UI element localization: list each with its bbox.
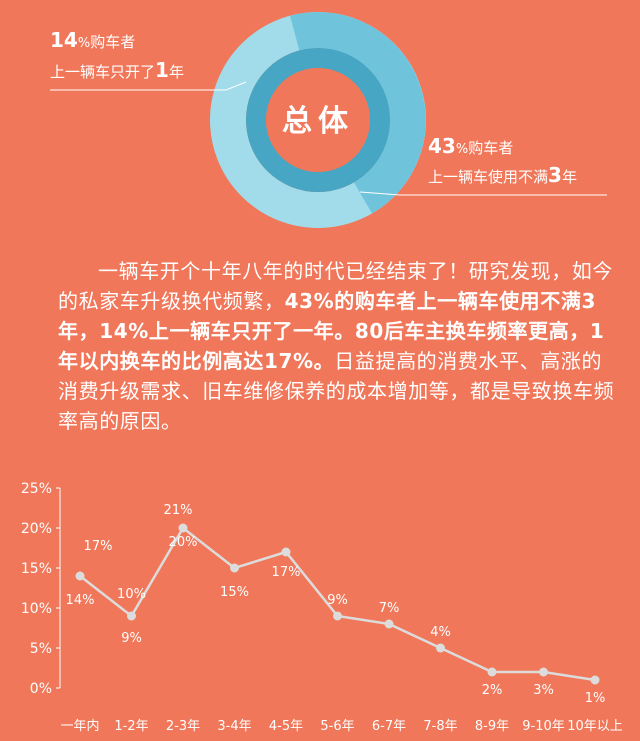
callout-left-pct-line: 14%购车者 xyxy=(50,30,135,54)
body-paragraph: 一辆车开个十年八年的时代已经结束了！研究发现，如今的私家车升级换代频繁，43%的… xyxy=(58,256,620,436)
donut-hole xyxy=(266,68,370,172)
data-label: 17% xyxy=(272,565,301,580)
x-tick-label: 3-4年 xyxy=(217,719,251,734)
x-axis: 一年内 1-2年 2-3年 3-4年 4-5年 5-6年 6-7年 7-8年 8-9年 9-10年… xyxy=(60,718,622,734)
series-point xyxy=(75,571,85,581)
x-tick-label: 9-10年 xyxy=(522,719,565,734)
data-label: 1% xyxy=(585,691,606,706)
callout-left-pct: 14 xyxy=(50,28,78,52)
donut-inner-ring xyxy=(246,48,390,192)
callout-left-unit: 年 xyxy=(168,63,184,81)
donut-mid-arc xyxy=(290,12,426,214)
callout-right-pct: 43 xyxy=(428,134,456,158)
x-tick-label: 4-5年 xyxy=(269,719,303,734)
x-tick-label: 一年内 xyxy=(60,718,99,734)
series-point xyxy=(384,619,394,629)
data-label-alt: 21% xyxy=(164,503,193,518)
x-tick-label: 6-7年 xyxy=(372,719,406,734)
y-tick-label: 0% xyxy=(30,681,52,697)
callout-right-unit: 年 xyxy=(561,168,577,186)
x-tick-label: 8-9年 xyxy=(475,719,509,734)
data-label: 7% xyxy=(379,601,400,616)
data-labels: 14% 9% 20% 15% 17% 9% 7% 4% 2% 3% 1% 17% 10% 21% xyxy=(66,503,606,706)
y-tick-label: 15% xyxy=(21,561,52,577)
data-label: 9% xyxy=(327,593,348,608)
callout-left-desc: 上一辆车只开了 xyxy=(50,63,156,81)
paragraph-part-1: 一辆车开个十年八年的时代已经结束了！研究发现，如今的私家车升级换代频繁， xyxy=(58,259,613,313)
series-point xyxy=(230,563,239,573)
callout-right-rest: 购车者 xyxy=(468,139,514,157)
series-point xyxy=(487,667,497,677)
callout-right-line xyxy=(359,191,607,196)
x-tick-label: 2-3年 xyxy=(166,719,200,734)
data-label-alt: 17% xyxy=(84,539,113,554)
y-tick-label: 25% xyxy=(21,481,52,497)
callout-left-pct-sign: % xyxy=(77,36,91,51)
callout-right-pct-sign: % xyxy=(455,142,469,157)
callout-left-rest: 购车者 xyxy=(90,33,136,51)
paragraph-part-3: 日益提高的消费水平、高涨的消费升级需求、旧车维修保养的成本增加等，都是导致换车频… xyxy=(58,349,615,433)
donut-center-label: 总体 xyxy=(282,104,354,139)
data-label: 4% xyxy=(430,625,451,640)
series-point xyxy=(539,667,548,677)
y-axis: 0% 5% 10% 15% 20% 25% xyxy=(21,481,61,697)
callout-right-desc: 上一辆车使用不满 xyxy=(428,168,549,186)
y-tick-label: 10% xyxy=(21,601,52,617)
x-tick-label: 1-2年 xyxy=(114,719,148,734)
paragraph-part-2-bold: 43%的购车者上一辆车使用不满3年，14%上一辆车只开了一年。80后车主换车频率… xyxy=(58,289,605,373)
donut-chart: 总体 xyxy=(50,12,607,228)
y-tick-label: 20% xyxy=(21,521,52,537)
series-point xyxy=(436,643,445,653)
x-tick-label: 5-6年 xyxy=(320,719,354,734)
data-label: 9% xyxy=(121,631,142,646)
series-point xyxy=(127,611,136,621)
series-point xyxy=(333,611,342,621)
data-label: 3% xyxy=(533,683,554,698)
callout-right-pct-line: 43%购车者 xyxy=(428,136,513,160)
y-tick-label: 5% xyxy=(30,641,52,657)
callout-left-line xyxy=(50,81,247,91)
x-tick-label: 10年以上 xyxy=(567,719,623,734)
series-point xyxy=(281,547,291,557)
callout-right-desc-line: 上一辆车使用不满3年 xyxy=(428,165,577,187)
series-point xyxy=(178,523,188,533)
series-layer xyxy=(75,523,600,685)
callout-left-desc-line: 上一辆车只开了1年 xyxy=(50,60,184,82)
data-label: 14% xyxy=(66,593,95,608)
line-chart: 0% 5% 10% 15% 20% 25% 14% 9% 20% 15% 17% 9% 7% 4% 2% 3… xyxy=(21,481,623,734)
series-point xyxy=(590,675,600,685)
callout-left-num: 1 xyxy=(155,58,169,82)
data-label-alt: 10% xyxy=(117,587,146,602)
data-label: 2% xyxy=(482,683,503,698)
callout-right-num: 3 xyxy=(548,163,562,187)
data-label: 15% xyxy=(220,585,249,600)
x-tick-label: 7-8年 xyxy=(423,719,457,734)
data-label: 20% xyxy=(169,535,198,550)
